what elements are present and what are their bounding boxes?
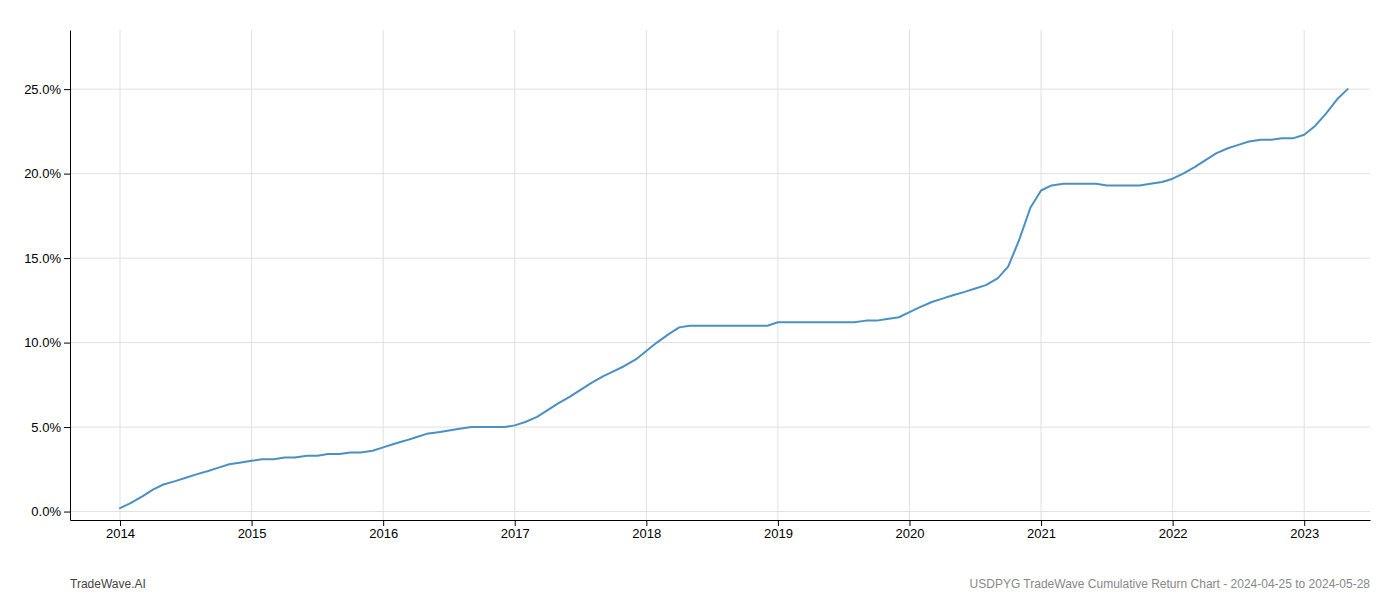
x-axis-tick: 2022 bbox=[1159, 520, 1188, 541]
series-line bbox=[120, 89, 1348, 508]
x-axis-tick: 2023 bbox=[1290, 520, 1319, 541]
x-grid-line bbox=[777, 30, 778, 520]
x-grid-line bbox=[1041, 30, 1042, 520]
y-axis-tick-label: 15.0% bbox=[24, 251, 61, 266]
x-axis-tick-label: 2017 bbox=[501, 526, 530, 541]
x-axis-tick-mark bbox=[515, 520, 516, 526]
x-axis-tick-label: 2019 bbox=[764, 526, 793, 541]
x-axis-tick: 2021 bbox=[1027, 520, 1056, 541]
y-grid-line bbox=[70, 89, 1370, 90]
x-grid-line bbox=[909, 30, 910, 520]
x-axis-tick-label: 2021 bbox=[1027, 526, 1056, 541]
y-axis-tick: 0.0% bbox=[31, 504, 70, 519]
y-grid-line bbox=[70, 427, 1370, 428]
chart: 2014 2015 2016 2017 2018 2019 2020 2021 2022 2023… bbox=[0, 0, 1400, 600]
y-grid-line bbox=[70, 511, 1370, 512]
x-axis-tick-label: 2020 bbox=[896, 526, 925, 541]
y-grid-line bbox=[70, 258, 1370, 259]
x-axis-tick-mark bbox=[778, 520, 779, 526]
x-axis-tick-label: 2014 bbox=[106, 526, 135, 541]
x-axis-tick-mark bbox=[1304, 520, 1305, 526]
footer-right: USDPYG TradeWave Cumulative Return Chart… bbox=[970, 577, 1371, 591]
grid bbox=[70, 30, 1370, 520]
x-axis-tick-mark bbox=[120, 520, 121, 526]
x-grid-line bbox=[514, 30, 515, 520]
y-axis-tick-label: 5.0% bbox=[31, 420, 61, 435]
y-axis-line bbox=[70, 31, 71, 521]
x-axis-tick-label: 2015 bbox=[238, 526, 267, 541]
y-axis-tick-label: 10.0% bbox=[24, 335, 61, 350]
x-axis-tick-mark bbox=[1041, 520, 1042, 526]
y-axis-tick-mark bbox=[64, 174, 70, 175]
x-axis: 2014 2015 2016 2017 2018 2019 2020 2021 2022 2023 bbox=[71, 520, 1371, 541]
x-grid-line bbox=[646, 30, 647, 520]
y-axis-tick-mark bbox=[64, 89, 70, 90]
x-axis-tick-mark bbox=[383, 520, 384, 526]
x-grid-line bbox=[251, 30, 252, 520]
x-grid-line bbox=[1172, 30, 1173, 520]
y-axis: 0.0% 5.0% 10.0% 15.0% 20.0% 25.0% bbox=[24, 31, 70, 521]
x-axis-tick: 2015 bbox=[238, 520, 267, 541]
y-axis-tick-mark bbox=[64, 427, 70, 428]
y-axis-tick: 25.0% bbox=[24, 82, 70, 97]
y-axis-tick-mark bbox=[64, 343, 70, 344]
x-grid-line bbox=[120, 30, 121, 520]
x-axis-tick-mark bbox=[1173, 520, 1174, 526]
y-axis-tick-label: 25.0% bbox=[24, 82, 61, 97]
plot-area bbox=[120, 89, 1348, 508]
y-axis-tick-mark bbox=[64, 258, 70, 259]
x-axis-tick-mark bbox=[646, 520, 647, 526]
x-grid-line bbox=[1304, 30, 1305, 520]
y-axis-tick: 10.0% bbox=[24, 335, 70, 350]
x-axis-tick: 2019 bbox=[764, 520, 793, 541]
y-grid-line bbox=[70, 342, 1370, 343]
x-axis-tick-label: 2022 bbox=[1159, 526, 1188, 541]
x-axis-tick: 2018 bbox=[632, 520, 661, 541]
x-axis-tick-label: 2018 bbox=[632, 526, 661, 541]
y-axis-tick-label: 20.0% bbox=[24, 166, 61, 181]
y-grid-line bbox=[70, 173, 1370, 174]
y-axis-tick-label: 0.0% bbox=[31, 504, 61, 519]
x-axis-tick: 2014 bbox=[106, 520, 135, 541]
y-axis-tick: 20.0% bbox=[24, 166, 70, 181]
y-axis-tick: 5.0% bbox=[31, 420, 70, 435]
x-axis-tick: 2017 bbox=[501, 520, 530, 541]
x-axis-tick-label: 2016 bbox=[369, 526, 398, 541]
y-axis-tick-mark bbox=[64, 512, 70, 513]
footer-left: TradeWave.AI bbox=[70, 577, 146, 591]
x-axis-tick-mark bbox=[252, 520, 253, 526]
x-axis-tick-mark bbox=[909, 520, 910, 526]
x-axis-tick: 2016 bbox=[369, 520, 398, 541]
footer: TradeWave.AI USDPYG TradeWave Cumulative … bbox=[70, 577, 1370, 591]
y-axis-tick: 15.0% bbox=[24, 251, 70, 266]
x-axis-tick-label: 2023 bbox=[1290, 526, 1319, 541]
x-axis-tick: 2020 bbox=[896, 520, 925, 541]
x-axis-line bbox=[71, 520, 1371, 521]
